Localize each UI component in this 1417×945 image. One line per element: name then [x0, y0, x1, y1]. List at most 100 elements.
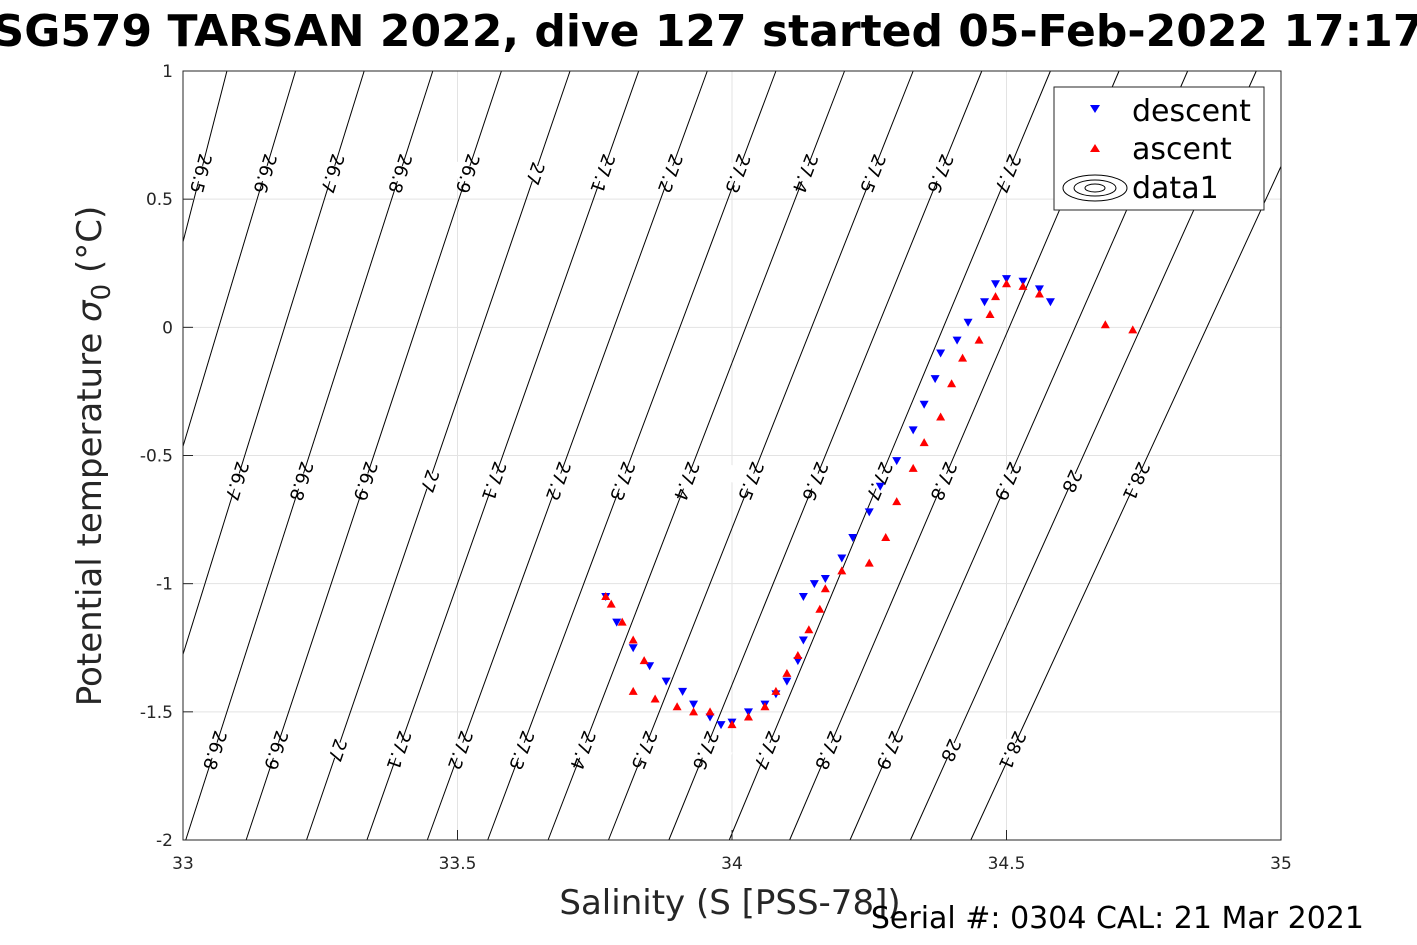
- ascent-point: [689, 707, 699, 716]
- isopycnal-label-gap: [310, 734, 365, 767]
- isopycnal-line: [185, 70, 434, 841]
- descent-point: [848, 534, 858, 543]
- y-tick-label: -1.5: [140, 703, 173, 723]
- descent-point: [980, 298, 990, 307]
- isopycnal-line: [426, 70, 708, 841]
- isopycnal-label-gap: [777, 156, 833, 191]
- isopycnal-label-gap: [173, 159, 228, 188]
- y-axis-label-text: Potential temperature: [70, 322, 110, 706]
- isopycnal-line: [668, 70, 983, 841]
- isopycnal-label-gap: [530, 464, 586, 498]
- ascent-point: [815, 604, 825, 613]
- ascent-point: [639, 656, 649, 665]
- descent-point: [875, 482, 885, 491]
- isopycnal-label-gap: [1044, 463, 1099, 500]
- y-axis-label-unit: (°C): [70, 206, 110, 284]
- ascent-point: [628, 686, 638, 695]
- legend-contour-marker: [1062, 174, 1128, 202]
- legend: descent ascent data1: [1053, 86, 1265, 211]
- isopycnal-line: [547, 70, 846, 841]
- ascent-point: [650, 694, 660, 703]
- ascent-point: [705, 707, 715, 716]
- legend-data1-label: data1: [1132, 171, 1219, 206]
- x-tick-label: 33: [172, 854, 194, 874]
- y-tick-label: 0.5: [146, 190, 173, 210]
- descent-point: [661, 677, 671, 686]
- descent-point: [952, 336, 962, 345]
- descent-point: [820, 575, 830, 584]
- descent-point: [1018, 277, 1028, 286]
- y-axis-ticks: -2 -1.5 -1 -0.5 0 0.5 1: [140, 62, 193, 851]
- descent-point: [1002, 275, 1011, 284]
- descent-point: [782, 677, 792, 686]
- isopycnal-line: [728, 70, 1051, 841]
- isopycnal-label-gap: [852, 463, 907, 499]
- isopycnal-label-gap: [739, 732, 794, 768]
- serial-cal-footer: Serial #: 0304 CAL: 21 Mar 2021: [871, 901, 1364, 936]
- descent-series: [601, 275, 1055, 730]
- ascent-series: [601, 279, 1138, 729]
- isopycnal-line: [182, 70, 228, 243]
- isopycnal-label-gap: [862, 732, 917, 769]
- y-tick-label: 1: [162, 62, 173, 82]
- ascent-point: [837, 566, 847, 575]
- isopycnal-label-gap: [916, 463, 971, 499]
- isopycnal-label-gap: [507, 157, 563, 190]
- ascent-point: [985, 310, 995, 319]
- isopycnal-line: [608, 70, 914, 841]
- descent-point: [798, 636, 808, 645]
- isopycnal-label-gap: [659, 464, 714, 498]
- x-tick-label: 34.5: [988, 854, 1026, 874]
- legend-descent-marker: [1090, 105, 1100, 113]
- descent-point: [963, 318, 973, 327]
- descent-point: [798, 592, 808, 601]
- x-tick-label: 35: [1270, 854, 1292, 874]
- x-tick-label: 34: [721, 854, 743, 874]
- isopycnal-label-gap: [1109, 462, 1164, 500]
- isopycnal-label-gap: [209, 465, 265, 497]
- isopycnal-label-gap: [555, 733, 610, 768]
- ascent-point: [727, 720, 737, 729]
- descent-point: [678, 687, 688, 696]
- isopycnal-label-gap: [273, 465, 329, 497]
- x-tick-label: 33.5: [439, 854, 477, 874]
- isopycnal-label-gap: [187, 734, 242, 766]
- isopycnal-label-gap: [305, 158, 360, 189]
- ascent-point: [1100, 320, 1110, 329]
- descent-point: [919, 400, 929, 409]
- ascent-point: [936, 412, 946, 421]
- isopycnal-label-gap: [494, 733, 549, 767]
- isopycnal-label-gap: [980, 156, 1035, 191]
- descent-point: [793, 657, 803, 666]
- isopycnal-label-gap: [466, 464, 521, 498]
- legend-ascent-marker: [1090, 144, 1100, 152]
- isopycnal-label-gap: [985, 732, 1040, 769]
- x-axis-label: Salinity (S [PSS-78]): [559, 883, 900, 923]
- y-axis-label: Potential temperature σ0 (°C): [70, 206, 117, 706]
- descent-point: [689, 700, 699, 709]
- ascent-point: [820, 584, 830, 593]
- y-tick-label: -2: [156, 831, 173, 851]
- y-tick-label: -0.5: [140, 447, 173, 467]
- isopycnal-label-gap: [710, 156, 765, 191]
- isopycnal-label-gap: [440, 157, 495, 190]
- isopycnal-label-gap: [371, 734, 426, 767]
- isopycnal-label-gap: [575, 157, 630, 190]
- isopycnal-line: [487, 70, 777, 841]
- isopycnal-label-gap: [923, 732, 978, 769]
- y-axis-label-subscript: 0: [87, 284, 117, 301]
- isopycnal-label-gap: [402, 465, 457, 498]
- ascent-point: [974, 335, 984, 344]
- ascent-point: [864, 558, 874, 567]
- descent-point: [991, 280, 1001, 289]
- isopycnal-line: [245, 70, 502, 841]
- ascent-point: [991, 292, 1001, 301]
- isopycnal-label-gap: [801, 732, 856, 768]
- descent-point: [1045, 298, 1055, 307]
- ascent-point: [771, 686, 781, 695]
- ascent-point: [606, 599, 616, 608]
- descent-point: [612, 618, 622, 627]
- isopycnal-label-gap: [372, 157, 428, 190]
- ascent-point: [1034, 289, 1044, 298]
- descent-point: [908, 426, 918, 435]
